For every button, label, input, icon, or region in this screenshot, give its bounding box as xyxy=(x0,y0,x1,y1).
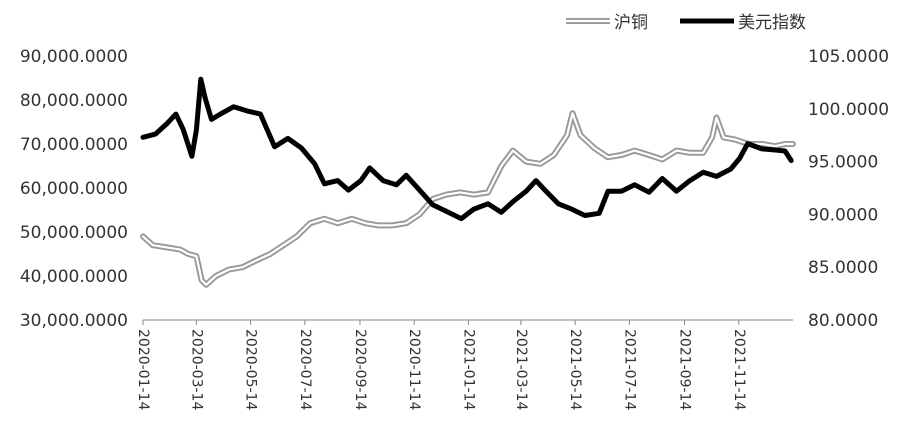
x-tick-label: 2021-01-14 xyxy=(460,329,476,410)
y-right-tick-label: 105.0000 xyxy=(808,47,889,67)
y-left-tick-label: 80,000.0000 xyxy=(20,91,128,111)
y-left-tick-label: 70,000.0000 xyxy=(20,135,128,155)
x-tick-label: 2021-07-14 xyxy=(621,329,637,410)
y-left-tick-label: 90,000.0000 xyxy=(20,47,128,67)
x-tick-label: 2020-09-14 xyxy=(352,329,368,410)
y-right-tick-label: 100.0000 xyxy=(808,100,889,120)
y-right-tick-label: 85.0000 xyxy=(808,258,878,278)
y-left-tick-label: 50,000.0000 xyxy=(20,223,128,243)
x-tick-label: 2020-07-14 xyxy=(297,329,313,410)
legend: 沪铜 美元指数 xyxy=(566,13,806,33)
x-tick-label: 2020-03-14 xyxy=(188,329,204,410)
series-line-usd-index xyxy=(140,76,794,222)
series-line-copper-inner xyxy=(141,112,795,286)
x-tick-label: 2021-05-14 xyxy=(567,329,583,410)
y-left-tick-label: 60,000.0000 xyxy=(20,179,128,199)
x-tick-label: 2021-09-14 xyxy=(677,329,693,410)
x-tick-label: 2021-11-14 xyxy=(731,329,747,410)
x-tick-label: 2021-03-14 xyxy=(513,329,529,410)
legend-label-usd-index: 美元指数 xyxy=(738,13,806,33)
series-line-copper-outer xyxy=(140,110,796,288)
x-tick-label: 2020-11-14 xyxy=(406,329,422,410)
y-left-tick-label: 30,000.0000 xyxy=(20,311,128,331)
y-right-tick-label: 95.0000 xyxy=(808,153,878,173)
axes-layer: 2020-01-14 2020-03-14 2020-05-14 2020-07-14… xyxy=(20,47,889,410)
series-layer xyxy=(140,76,796,288)
x-tick-label: 2020-01-14 xyxy=(135,329,151,410)
legend-label-copper: 沪铜 xyxy=(614,13,648,33)
x-tick-label: 2020-05-14 xyxy=(243,329,259,410)
y-right-tick-label: 80.0000 xyxy=(808,311,878,331)
y-left-tick-label: 40,000.0000 xyxy=(20,267,128,287)
y-right-tick-label: 90.0000 xyxy=(808,205,878,225)
